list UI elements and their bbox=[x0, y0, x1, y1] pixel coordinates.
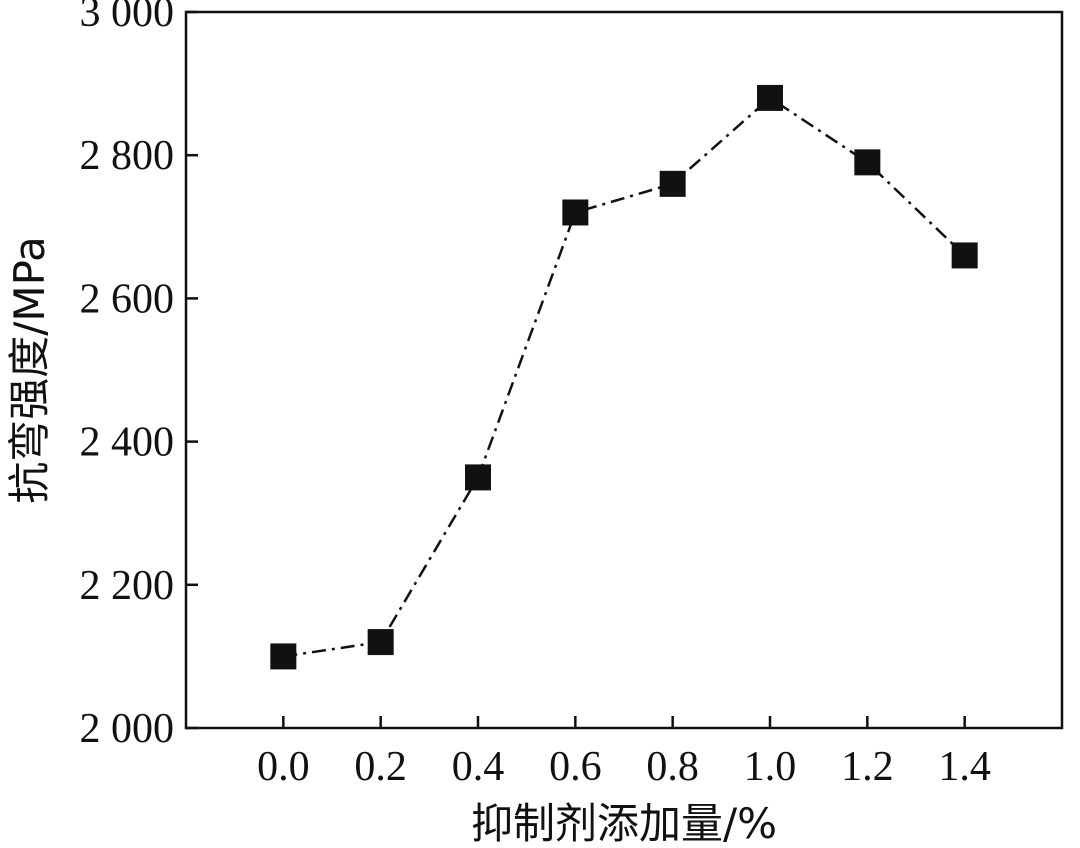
x-tick-label: 0.2 bbox=[354, 744, 407, 790]
x-tick-label: 0.0 bbox=[257, 744, 310, 790]
x-tick-label: 1.2 bbox=[841, 744, 894, 790]
y-tick-label: 3 000 bbox=[80, 0, 175, 36]
y-tick-label: 2 800 bbox=[80, 133, 175, 179]
data-point-marker bbox=[562, 199, 589, 226]
x-axis: 0.0 0.2 0.4 0.6 0.8 1.0 1.2 1.4 bbox=[257, 716, 991, 790]
y-axis: 2 000 2 200 2 400 2 600 2 800 3 000 bbox=[80, 0, 198, 752]
x-axis-title: 抑制剂添加量/% bbox=[471, 799, 777, 848]
data-point-marker bbox=[367, 629, 394, 656]
series-layer bbox=[270, 84, 978, 670]
x-tick-label: 1.0 bbox=[744, 744, 797, 790]
series-line bbox=[283, 96, 966, 658]
y-tick-label: 2 600 bbox=[80, 276, 175, 322]
y-tick-label: 2 400 bbox=[80, 420, 175, 466]
data-point-marker bbox=[854, 149, 881, 176]
y-tick-label: 2 200 bbox=[80, 563, 175, 609]
x-tick-label: 0.4 bbox=[452, 744, 505, 790]
plot-frame bbox=[184, 10, 1064, 730]
x-tick-label: 0.6 bbox=[549, 744, 602, 790]
y-tick-label: 2 000 bbox=[80, 706, 175, 752]
data-point-marker bbox=[465, 464, 491, 491]
data-point-marker bbox=[270, 643, 297, 670]
y-axis-title: 抗弯强度/MPa bbox=[5, 236, 54, 504]
x-tick-label: 1.4 bbox=[938, 744, 991, 790]
x-tick-label: 0.8 bbox=[646, 744, 699, 790]
data-point-marker bbox=[757, 84, 783, 111]
data-point-marker bbox=[951, 242, 978, 269]
data-point-marker bbox=[659, 170, 686, 197]
